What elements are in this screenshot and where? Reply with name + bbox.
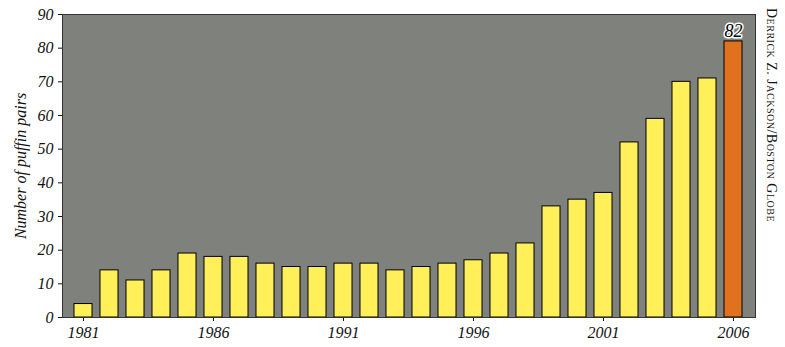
svg-text:2006: 2006: [718, 324, 750, 341]
svg-text:60: 60: [38, 107, 54, 124]
svg-text:10: 10: [38, 275, 54, 292]
svg-text:2001: 2001: [588, 324, 620, 341]
svg-text:Number of puffin pairs: Number of puffin pairs: [12, 93, 30, 240]
svg-text:30: 30: [37, 208, 54, 225]
svg-text:40: 40: [38, 174, 54, 191]
svg-text:70: 70: [38, 73, 54, 90]
svg-text:1996: 1996: [458, 324, 490, 341]
svg-text:1986: 1986: [198, 324, 230, 341]
svg-text:20: 20: [38, 241, 54, 258]
html-text:Derrick Z. Jackson/Boston Glob: Derrick Z. Jackson/Boston Globe: [764, 8, 779, 222]
svg-text:1991: 1991: [328, 324, 360, 341]
svg-text:80: 80: [38, 39, 54, 56]
svg-text:1981: 1981: [68, 324, 100, 341]
svg-text:0: 0: [46, 309, 54, 326]
svg-text:90: 90: [38, 6, 54, 23]
svg-text:50: 50: [38, 140, 54, 157]
svg-text:82: 82: [725, 21, 743, 41]
